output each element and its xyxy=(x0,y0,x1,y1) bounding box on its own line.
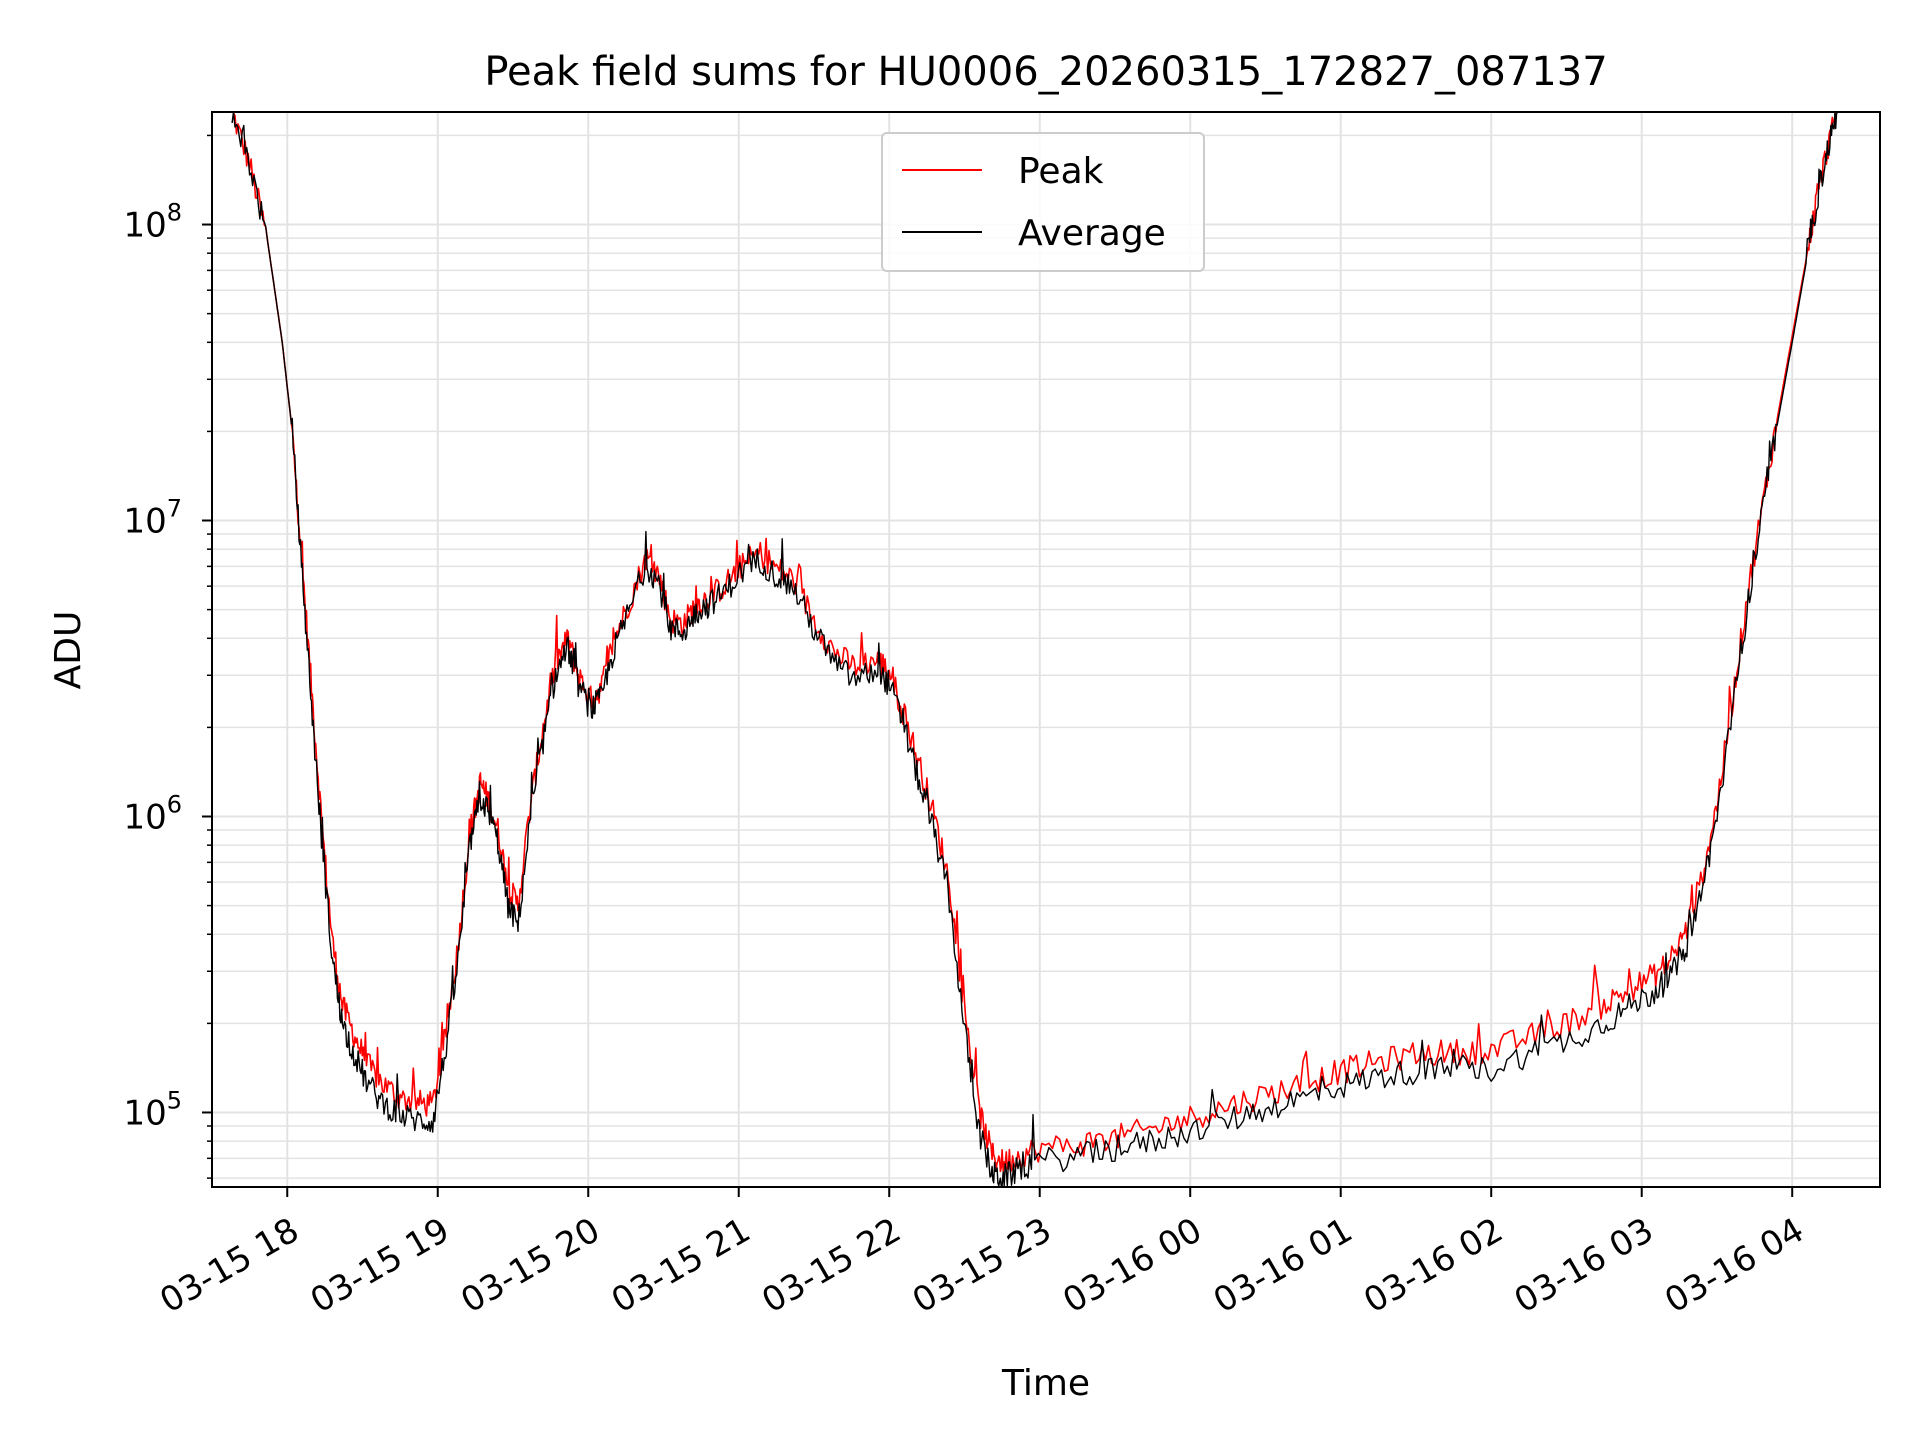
x-axis-label: Time xyxy=(1001,1363,1090,1404)
series-line-peak xyxy=(231,111,1838,1173)
y-tick-exponent: 8 xyxy=(167,199,182,227)
plot-frame xyxy=(211,111,1881,1188)
legend-label-average: Average xyxy=(1018,213,1166,254)
legend-label-peak: Peak xyxy=(1018,151,1104,192)
y-tick-label: 105 xyxy=(123,1086,182,1133)
series-line-average xyxy=(231,111,1839,1188)
grid xyxy=(212,112,1880,1187)
y-tick-exponent: 6 xyxy=(167,790,182,818)
series-lines xyxy=(231,111,1839,1188)
legend: Peak Average xyxy=(881,132,1205,272)
y-tick-exponent: 5 xyxy=(167,1086,182,1114)
y-tick-exponent: 7 xyxy=(167,495,182,523)
y-axis-label: ADU xyxy=(48,611,89,690)
legend-box xyxy=(881,132,1205,272)
chart-title: Peak field sums for HU0006_20260315_1728… xyxy=(484,49,1607,95)
